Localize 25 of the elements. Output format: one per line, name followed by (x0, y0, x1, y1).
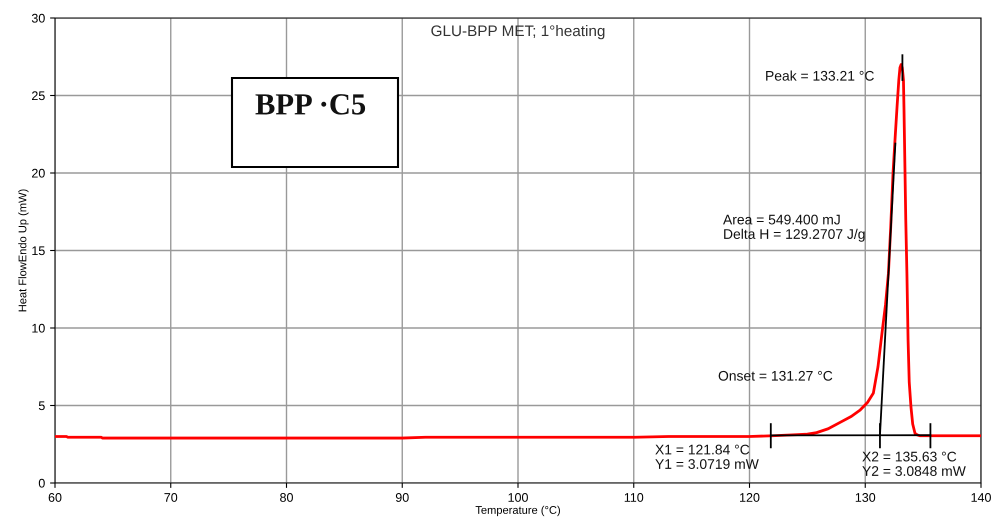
x-axis-title: Temperature (°C) (476, 506, 560, 516)
x-tick-label: 90 (396, 493, 409, 502)
annotation: X1 = 121.84 °C Y1 = 3.0719 mW (655, 444, 759, 469)
y-tick-label: 20 (32, 168, 45, 178)
x-tick-label: 70 (164, 493, 178, 502)
x-tick-label: 130 (856, 493, 876, 502)
x-tick-label: 60 (48, 493, 62, 502)
x-tick-label: 100 (508, 493, 528, 502)
annotation: Peak = 133.21 °C (766, 70, 874, 81)
y-tick-label: 15 (32, 246, 45, 256)
x-tick-label: 110 (624, 493, 644, 502)
annotation: Onset = 131.27 °C (718, 370, 832, 381)
x-tick-label: 80 (280, 493, 293, 502)
x-tick-label: 140 (972, 493, 991, 502)
annotation: Area = 549.400 mJ Delta H = 129.2707 J/g (723, 214, 865, 242)
y-tick-label: 10 (32, 324, 45, 333)
annotation: X2 = 135.63 °C Y2 = 3.0848 mW (862, 452, 966, 476)
chart-title: GLU-BPP MET; 1°heating (431, 24, 604, 40)
y-tick-label: 0 (38, 478, 45, 488)
y-axis-title: Heat FlowEndo Up (mW) (18, 189, 29, 312)
annotation: BPP ·C5 (256, 94, 366, 115)
x-tick-label: 120 (740, 493, 760, 502)
y-tick-label: 30 (32, 14, 45, 23)
y-tick-label: 25 (32, 91, 45, 100)
y-tick-label: 5 (38, 401, 45, 410)
